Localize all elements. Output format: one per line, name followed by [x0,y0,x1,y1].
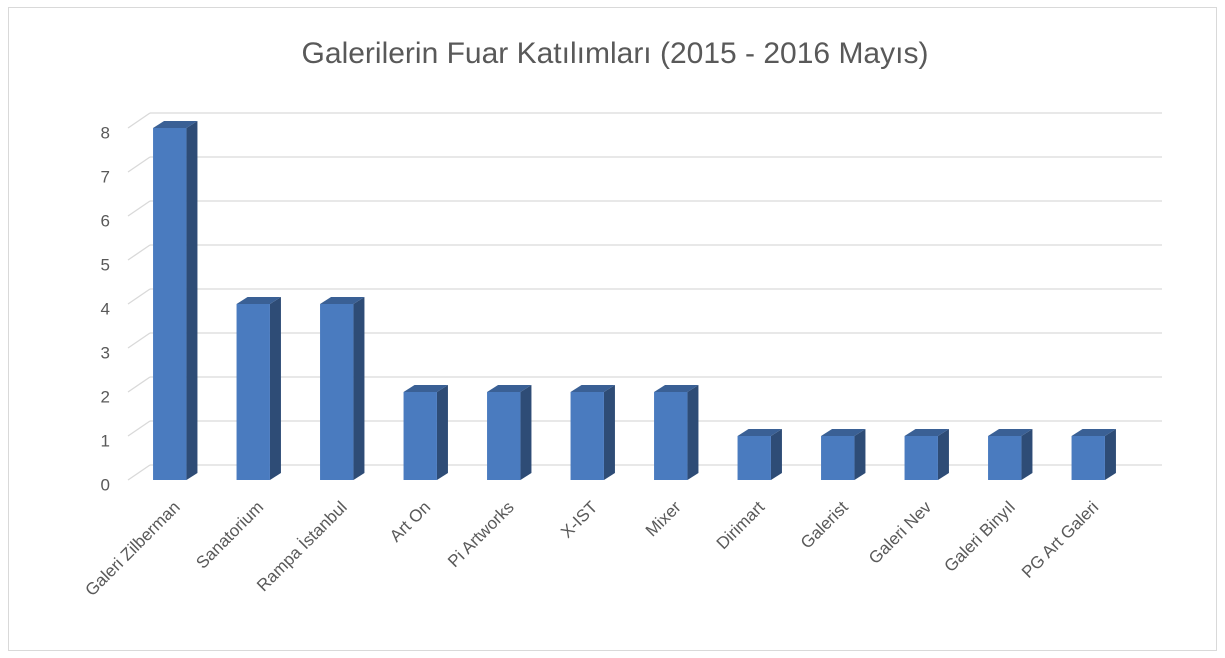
grid-line-floor [127,244,151,261]
bar-front [487,392,521,480]
bar-side [353,297,365,480]
bar-front [904,436,938,480]
bar-front [403,392,437,480]
chart-title: Galerilerin Fuar Katılımları (2015 - 201… [302,37,929,70]
grid-line-floor [127,156,151,173]
bar [821,429,866,480]
bar [1071,429,1116,480]
bar-top [403,385,448,392]
bar-front [1071,436,1105,480]
bar-top [487,385,532,392]
bar-top [737,429,782,436]
bar [570,385,615,480]
bar-side [1104,429,1116,480]
grid-line-floor [127,332,151,349]
y-tick-label: 2 [101,387,110,406]
y-tick-label: 0 [101,475,110,494]
bar-side [770,429,782,480]
bar [320,297,365,480]
bar-side [436,385,448,480]
bar-side [520,385,532,480]
bar [737,429,782,480]
bar [403,385,448,480]
bar-top [236,297,281,304]
bar [153,121,198,480]
bar-front [737,436,771,480]
bar-front [320,304,354,480]
bar-front [236,304,270,480]
bar-front [821,436,855,480]
bar-top [904,429,949,436]
bar [236,297,281,480]
bar-top [988,429,1033,436]
bar [904,429,949,480]
grid-line-floor [127,376,151,393]
y-tick-label: 8 [101,123,110,142]
bar-side [1021,429,1033,480]
grid-line-floor [127,464,151,481]
bar-side [269,297,281,480]
y-tick-label: 7 [101,167,110,186]
bar-front [654,392,688,480]
y-tick-label: 6 [101,211,110,230]
bar-side [687,385,699,480]
bar-front [153,128,187,480]
chart-border [8,7,1217,651]
bar-front [570,392,604,480]
y-tick-label: 1 [101,431,110,450]
bar-top [821,429,866,436]
bar-top [320,297,365,304]
grid-line-floor [127,112,151,129]
y-tick-label: 3 [101,343,110,362]
grid-line-floor [127,420,151,437]
bar-top [570,385,615,392]
bar-side [937,429,949,480]
bar [988,429,1033,480]
bar [654,385,699,480]
bar-side [603,385,615,480]
bar-top [153,121,198,128]
bar-front [988,436,1022,480]
bar-side [854,429,866,480]
y-tick-label: 4 [101,299,110,318]
bar-top [654,385,699,392]
bar-side [186,121,198,480]
y-tick-label: 5 [101,255,110,274]
bar [487,385,532,480]
grid-line-floor [127,200,151,217]
grid-line-floor [127,288,151,305]
bar-top [1071,429,1116,436]
